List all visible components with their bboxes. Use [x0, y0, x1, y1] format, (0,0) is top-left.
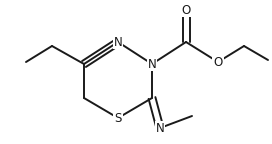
Text: O: O [213, 55, 222, 69]
Text: N: N [114, 36, 122, 49]
Text: N: N [156, 122, 164, 134]
Text: O: O [181, 3, 191, 17]
Text: S: S [114, 111, 122, 125]
Text: N: N [148, 57, 156, 71]
